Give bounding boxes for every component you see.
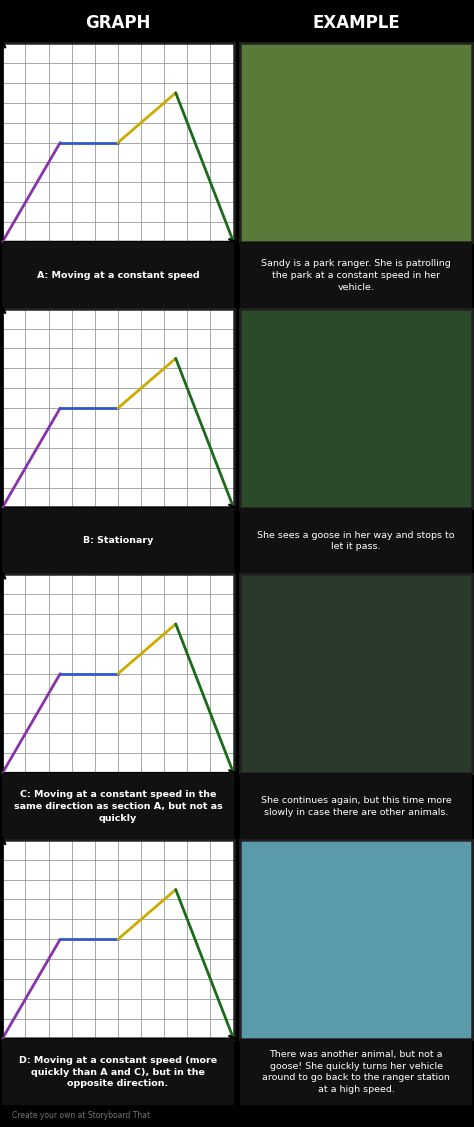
Text: B: Stationary: B: Stationary: [83, 536, 153, 545]
Text: Time (s): Time (s): [100, 268, 136, 277]
Text: Time (s): Time (s): [100, 533, 136, 542]
Text: There was another animal, but not a
goose! She quickly turns her vehicle
around : There was another animal, but not a goos…: [262, 1050, 450, 1094]
Text: Sandy is a park ranger. She is patrolling
the park at a constant speed in her
ve: Sandy is a park ranger. She is patrollin…: [261, 259, 451, 292]
Text: Time (s): Time (s): [100, 1065, 136, 1074]
Text: C: Moving at a constant speed in the
same direction as section A, but not as
qui: C: Moving at a constant speed in the sam…: [14, 790, 222, 823]
Text: Time (s): Time (s): [100, 799, 136, 808]
Text: D: Moving at a constant speed (more
quickly than A and C), but in the
opposite d: D: Moving at a constant speed (more quic…: [19, 1056, 217, 1089]
Text: A: Moving at a constant speed: A: Moving at a constant speed: [36, 270, 199, 279]
Text: She continues again, but this time more
slowly in case there are other animals.: She continues again, but this time more …: [261, 796, 451, 817]
Text: GRAPH: GRAPH: [85, 14, 151, 32]
Text: EXAMPLE: EXAMPLE: [312, 14, 400, 32]
Text: Create your own at Storyboard That: Create your own at Storyboard That: [12, 1110, 150, 1119]
Text: She sees a goose in her way and stops to
let it pass.: She sees a goose in her way and stops to…: [257, 531, 455, 551]
